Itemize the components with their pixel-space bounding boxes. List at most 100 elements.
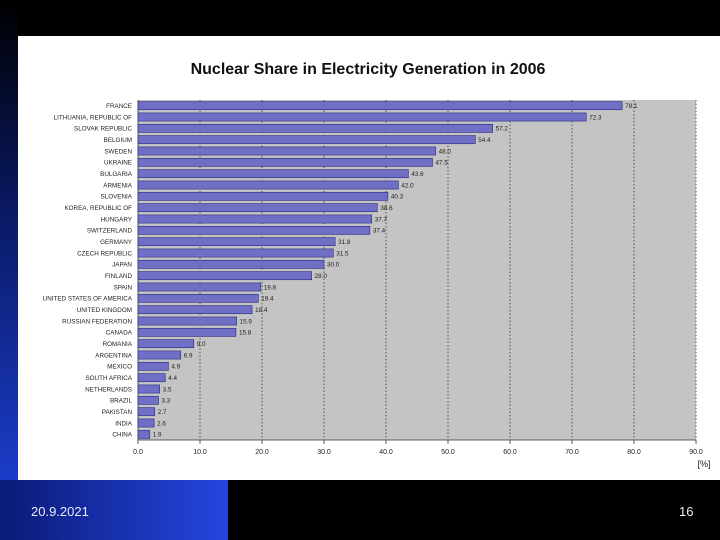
- bar: [137, 191, 389, 201]
- bar: [137, 327, 237, 337]
- bar: [137, 293, 259, 303]
- data-label: 15.9: [240, 318, 253, 325]
- bar: [137, 259, 325, 269]
- data-label: 6.9: [184, 352, 193, 359]
- bar: [137, 248, 334, 258]
- category-label: HUNGARY: [101, 216, 133, 223]
- bar: [137, 418, 155, 428]
- category-label: SWEDEN: [104, 148, 132, 155]
- category-label: BULGARIA: [100, 171, 133, 178]
- category-label: GERMANY: [100, 239, 133, 246]
- bar-chart: Nuclear Share in Electricity Generation …: [43, 61, 711, 469]
- bar: [137, 112, 587, 122]
- x-tick-label: 70.0: [565, 449, 579, 456]
- category-label: BRAZIL: [110, 398, 133, 405]
- x-tick-label: 30.0: [317, 449, 331, 456]
- data-label: 72.3: [589, 114, 602, 121]
- data-label: 48.0: [439, 148, 452, 155]
- category-label: MEXICO: [107, 364, 132, 371]
- data-label: 19.4: [261, 296, 274, 303]
- category-label: FINLAND: [105, 273, 132, 280]
- bar: [137, 271, 312, 281]
- bar: [137, 146, 436, 156]
- plot-background: [138, 100, 696, 440]
- x-tick-label: 50.0: [441, 449, 455, 456]
- data-label: 78.1: [625, 103, 638, 110]
- x-tick-label: 10.0: [193, 449, 207, 456]
- data-label: 40.3: [391, 194, 404, 201]
- slide-page-number: 16: [679, 504, 694, 519]
- bar: [137, 384, 161, 394]
- category-label: LITHUANIA, REPUBLIC OF: [54, 114, 133, 121]
- bar: [137, 225, 371, 235]
- category-label: SOUTH AFRICA: [85, 375, 132, 382]
- data-label: 15.8: [239, 330, 252, 337]
- category-label: BELGIUM: [104, 137, 132, 144]
- x-axis-label: [%]: [697, 459, 710, 469]
- bar: [137, 135, 476, 145]
- bar: [137, 339, 195, 349]
- bar: [137, 282, 262, 292]
- plot-area: 0.0 10.0 20.0 30.0 40.0 50.0 60.0 70.0 80.0 90.0 […: [43, 100, 711, 469]
- data-label: 54.4: [478, 137, 491, 144]
- chart-panel: Nuclear Share in Electricity Generation …: [18, 36, 720, 480]
- category-label: UNITED STATES OF AMERICA: [43, 296, 133, 303]
- category-label: NETHERLANDS: [85, 386, 132, 393]
- category-label: ROMANIA: [103, 341, 133, 348]
- bar: [137, 101, 623, 111]
- chart-title: Nuclear Share in Electricity Generation …: [191, 61, 546, 78]
- data-label: 19.8: [264, 284, 277, 291]
- category-label: SPAIN: [114, 284, 133, 291]
- bar: [137, 180, 399, 190]
- category-label: ARGENTINA: [95, 352, 133, 359]
- x-tick-label: 60.0: [503, 449, 517, 456]
- data-label: 3.5: [163, 386, 172, 393]
- category-label: UNITED KINGDOM: [77, 307, 132, 314]
- data-label: 57.2: [496, 126, 509, 133]
- x-tick-label: 90.0: [689, 449, 703, 456]
- category-label: UKRAINE: [104, 160, 132, 167]
- category-label: KOREA, REPUBLIC OF: [64, 205, 132, 212]
- bar: [137, 157, 433, 167]
- data-label: 4.9: [171, 364, 180, 371]
- category-label: FRANCE: [106, 103, 132, 110]
- bar: [137, 395, 159, 405]
- bar: [137, 169, 409, 179]
- bar: [137, 350, 182, 360]
- bar: [137, 203, 378, 213]
- category-label: SWITZERLAND: [87, 228, 133, 235]
- category-label: ARMENIA: [103, 182, 132, 189]
- data-label: 9.0: [197, 341, 206, 348]
- bar: [137, 361, 169, 371]
- x-tick-label: 0.0: [133, 449, 143, 456]
- data-label: 31.8: [338, 239, 351, 246]
- bar: [137, 407, 156, 417]
- data-label: 38.6: [380, 205, 393, 212]
- slide-left-band: [0, 0, 18, 480]
- data-label: 42.0: [401, 182, 414, 189]
- category-label: PAKISTAN: [102, 409, 133, 416]
- slide-footer-accent: [0, 480, 228, 540]
- data-label: 43.6: [411, 171, 424, 178]
- data-label: 2.6: [157, 420, 166, 427]
- data-label: 30.0: [327, 262, 340, 269]
- data-label: 3.3: [161, 398, 170, 405]
- bar: [137, 373, 166, 383]
- data-label: 28.0: [315, 273, 328, 280]
- bar: [137, 214, 373, 224]
- data-label: 37.4: [373, 228, 386, 235]
- bar: [137, 305, 253, 315]
- data-label: 31.5: [336, 250, 349, 257]
- x-tick-label: 20.0: [255, 449, 269, 456]
- bar: [137, 429, 151, 439]
- slide-date: 20.9.2021: [31, 504, 89, 519]
- x-tick-label: 80.0: [627, 449, 641, 456]
- category-label: CZECH REPUBLIC: [77, 250, 132, 257]
- data-label: 1.9: [153, 432, 162, 439]
- category-label: INDIA: [115, 420, 133, 427]
- data-label: 4.4: [168, 375, 177, 382]
- data-label: 37.7: [375, 216, 388, 223]
- category-label: SLOVENIA: [101, 194, 133, 201]
- category-label: CANADA: [106, 330, 133, 337]
- bar: [137, 123, 493, 133]
